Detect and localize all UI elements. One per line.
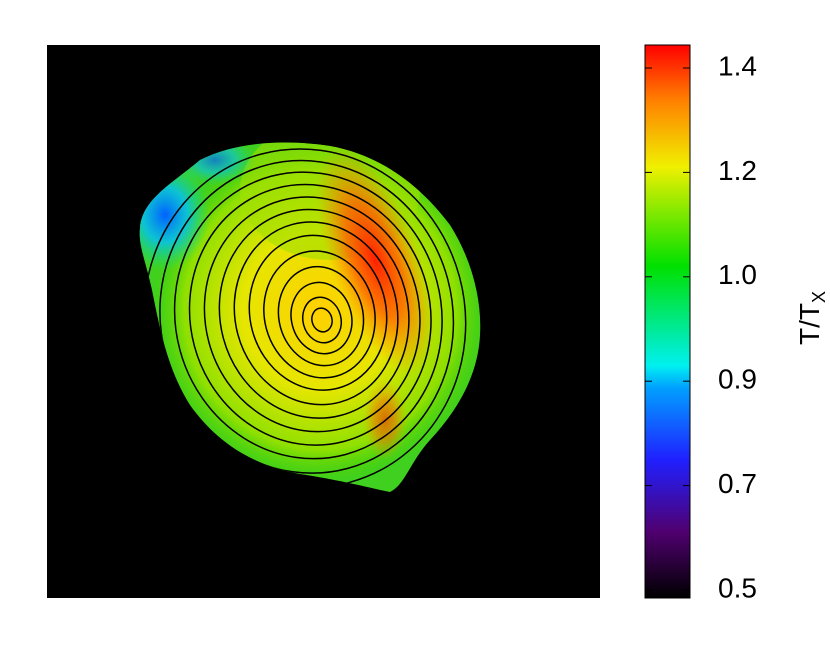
colorbar-tick-label: 1.0 — [718, 259, 757, 290]
colorbar — [644, 44, 691, 599]
colorbar-tick-label: 0.5 — [718, 572, 757, 603]
colorbar-tick-label: 0.9 — [718, 364, 757, 395]
colorbar-label-main: T/T — [794, 303, 825, 345]
colorbar-tick-label: 0.7 — [718, 468, 757, 499]
colorbar-tick-label: 1.2 — [718, 155, 757, 186]
colorbar-label-sub: X — [809, 291, 829, 303]
colorbar-label: T/TX — [794, 291, 828, 345]
colorbar-tick-label: 1.4 — [718, 50, 757, 81]
